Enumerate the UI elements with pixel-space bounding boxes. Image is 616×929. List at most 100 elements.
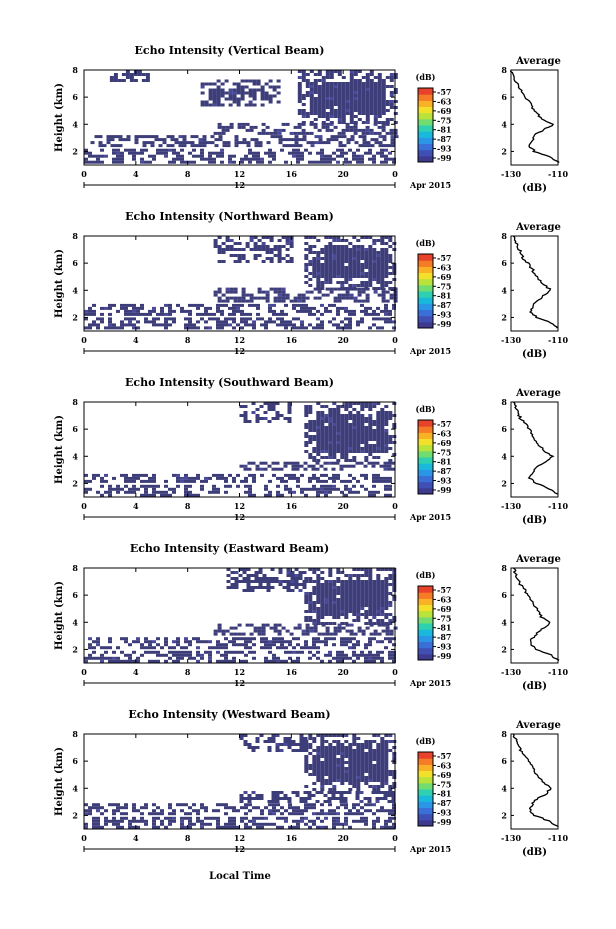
echo-cell bbox=[336, 656, 340, 660]
echo-cell bbox=[339, 794, 344, 797]
echo-cell bbox=[132, 487, 136, 491]
echo-cell bbox=[336, 616, 341, 619]
echo-cell bbox=[361, 299, 366, 303]
echo-cell bbox=[287, 797, 292, 800]
echo-cell bbox=[364, 266, 369, 269]
echo-cell bbox=[352, 266, 357, 269]
echo-cell bbox=[312, 312, 316, 316]
echo-cell bbox=[234, 144, 239, 148]
colorbar-frame bbox=[417, 751, 434, 827]
echo-cell bbox=[320, 571, 325, 574]
echo-cell bbox=[269, 236, 274, 239]
echo-cell bbox=[372, 752, 377, 755]
echo-cell bbox=[184, 309, 188, 313]
echo-cell bbox=[348, 242, 353, 245]
echo-cell bbox=[340, 752, 345, 755]
echo-cell bbox=[393, 91, 398, 94]
echo-cell bbox=[332, 613, 337, 616]
echo-cell bbox=[252, 103, 257, 107]
echo-cell bbox=[380, 269, 385, 272]
echo-cell bbox=[356, 809, 360, 813]
echo-cell bbox=[372, 484, 376, 488]
echo-cell bbox=[316, 574, 321, 577]
echo-cell bbox=[380, 278, 385, 281]
echo-cell bbox=[213, 242, 218, 245]
echo-cell bbox=[332, 740, 337, 743]
echo-cell bbox=[156, 490, 160, 494]
echo-cell bbox=[212, 88, 217, 92]
echo-cell bbox=[352, 604, 357, 607]
echo-cell bbox=[332, 761, 337, 764]
echo-cell bbox=[377, 623, 382, 627]
echo-cell bbox=[284, 473, 288, 477]
echo-cell bbox=[132, 312, 136, 316]
echo-cell bbox=[152, 306, 156, 310]
echo-cell bbox=[377, 88, 382, 91]
echo-cell bbox=[104, 306, 108, 310]
echo-cell bbox=[168, 487, 172, 491]
echo-cell bbox=[328, 601, 333, 604]
echo-cell bbox=[251, 797, 256, 800]
echo-cell bbox=[257, 239, 262, 242]
echo-cell bbox=[356, 239, 361, 242]
colorbar-swatch bbox=[418, 807, 433, 815]
echo-cell bbox=[220, 160, 224, 164]
echo-cell bbox=[316, 493, 320, 497]
echo-cell bbox=[225, 248, 230, 251]
echo-cell bbox=[301, 299, 306, 303]
echo-cell bbox=[376, 577, 381, 580]
echo-cell bbox=[360, 160, 364, 164]
echo-cell bbox=[317, 88, 322, 91]
echo-cell bbox=[204, 326, 208, 330]
echo-cell bbox=[332, 825, 336, 829]
echo-cell bbox=[296, 656, 300, 660]
echo-cell bbox=[132, 816, 136, 820]
echo-cell bbox=[281, 122, 286, 126]
echo-cell bbox=[303, 791, 308, 794]
echo-cell bbox=[393, 112, 398, 115]
panel-title: Echo Intensity (Westward Beam) bbox=[128, 708, 330, 721]
echo-cell bbox=[309, 112, 314, 115]
echo-cell bbox=[301, 632, 306, 636]
echo-cell bbox=[324, 257, 329, 260]
echo-cell bbox=[349, 103, 354, 106]
echo-cell bbox=[320, 323, 324, 327]
echo-cell bbox=[360, 414, 365, 417]
echo-cell bbox=[332, 323, 336, 327]
average-y-tick-label: 2 bbox=[501, 810, 507, 820]
echo-cell bbox=[312, 245, 317, 248]
echo-cell bbox=[280, 637, 284, 641]
x-tick-label: 0 bbox=[81, 833, 87, 843]
echo-cell bbox=[192, 803, 196, 807]
echo-cell bbox=[244, 312, 248, 316]
average-profile-line bbox=[512, 401, 559, 495]
echo-cell bbox=[385, 85, 390, 88]
echo-cell bbox=[220, 309, 224, 313]
echo-cell bbox=[200, 487, 204, 491]
echo-cell bbox=[243, 414, 248, 417]
echo-cell bbox=[344, 405, 349, 408]
echo-cell bbox=[349, 115, 354, 118]
echo-cell bbox=[144, 650, 148, 654]
echo-cell bbox=[348, 637, 352, 641]
echo-cell bbox=[312, 568, 317, 571]
echo-cell bbox=[344, 604, 349, 607]
echo-cell bbox=[220, 312, 224, 316]
echo-cell bbox=[252, 479, 256, 483]
echo-cell bbox=[140, 306, 144, 310]
echo-cell bbox=[381, 629, 386, 633]
echo-cell bbox=[324, 447, 329, 450]
echo-cell bbox=[286, 138, 291, 142]
echo-cell bbox=[258, 144, 263, 148]
echo-cell bbox=[271, 800, 276, 803]
echo-cell bbox=[300, 151, 304, 155]
echo-cell bbox=[140, 157, 144, 161]
echo-cell bbox=[380, 263, 385, 266]
echo-cell bbox=[332, 746, 337, 749]
average-y-tick-label: 8 bbox=[501, 729, 507, 739]
echo-cell bbox=[344, 580, 349, 583]
echo-cell bbox=[312, 459, 317, 462]
echo-cell bbox=[246, 580, 251, 583]
echo-cell bbox=[361, 76, 366, 79]
echo-cell bbox=[372, 312, 376, 316]
